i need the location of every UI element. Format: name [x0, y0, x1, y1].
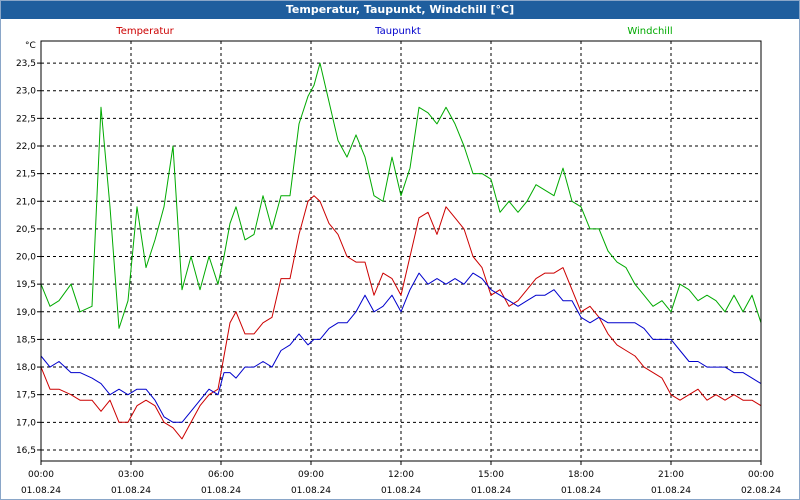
series-line-windchill — [40, 62, 762, 329]
x-axis: 00:00 01.08.24 03:00 01.08.24 06:00 01.08.24 0… — [21, 461, 781, 496]
window-title: Temperatur, Taupunkt, Windchill [°C] — [1, 1, 799, 19]
y-tick-label: 17,0 — [16, 418, 36, 428]
x-tick-date-label: 01.08.24 — [471, 486, 511, 496]
legend-entry-taupunkt: Taupunkt — [374, 26, 421, 37]
x-tick-time-label: 09:00 — [298, 470, 324, 480]
x-tick-time-label: 00:00 — [28, 470, 54, 480]
y-tick-label: 16,5 — [16, 446, 36, 456]
y-axis-label: °C — [25, 41, 36, 51]
x-tick-date-label: 01.08.24 — [381, 486, 421, 496]
y-tick-label: 20,0 — [16, 253, 36, 263]
legend: Temperatur Taupunkt Windchill — [115, 26, 672, 37]
x-tick-date-label: 02.08.24 — [741, 486, 781, 496]
x-tick-date-label: 01.08.24 — [291, 486, 331, 496]
y-tick-label: 18,0 — [16, 363, 36, 373]
x-tick-time-label: 03:00 — [118, 470, 144, 480]
legend-entry-windchill: Windchill — [627, 26, 672, 37]
x-tick-time-label: 12:00 — [388, 470, 414, 480]
x-tick-date-label: 01.08.24 — [651, 486, 691, 496]
y-tick-label: 19,0 — [16, 308, 36, 318]
x-tick-time-label: 18:00 — [568, 470, 594, 480]
series-line-temperatur — [40, 195, 762, 440]
y-tick-label: 23,5 — [16, 59, 36, 69]
y-tick-label: 17,5 — [16, 391, 36, 401]
x-tick-time-label: 06:00 — [208, 470, 234, 480]
y-tick-label: 22,0 — [16, 142, 36, 152]
y-tick-label: 18,5 — [16, 335, 36, 345]
y-tick-label: 20,5 — [16, 225, 36, 235]
y-tick-label: 22,5 — [16, 114, 36, 124]
x-tick-time-label: 15:00 — [478, 470, 504, 480]
plot-frame — [40, 40, 762, 462]
x-tick-date-label: 01.08.24 — [21, 486, 61, 496]
series-line-taupunkt — [40, 272, 762, 423]
x-tick-time-label: 00:00 — [748, 470, 774, 480]
x-tick-date-label: 01.08.24 — [111, 486, 151, 496]
x-tick-date-label: 01.08.24 — [201, 486, 241, 496]
y-tick-label: 23,0 — [16, 87, 36, 97]
series-group — [40, 62, 762, 440]
grid — [41, 41, 761, 461]
legend-entry-temperatur: Temperatur — [115, 26, 174, 37]
x-tick-time-label: 21:00 — [658, 470, 684, 480]
y-tick-label: 19,5 — [16, 280, 36, 290]
y-axis: 16,5 17,0 17,5 18,0 18,5 19,0 19,5 20,0 20,5 21,0… — [16, 59, 41, 456]
x-tick-date-label: 01.08.24 — [561, 486, 601, 496]
y-tick-label: 21,5 — [16, 170, 36, 180]
y-tick-label: 21,0 — [16, 197, 36, 207]
